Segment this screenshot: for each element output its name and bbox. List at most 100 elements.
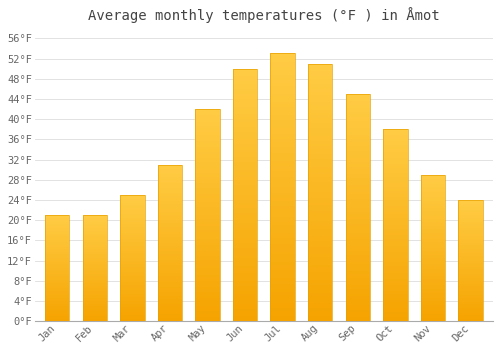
Bar — [45, 219, 70, 220]
Bar — [82, 280, 107, 281]
Bar — [45, 215, 70, 216]
Bar — [420, 198, 445, 200]
Bar — [120, 300, 144, 301]
Bar — [270, 120, 295, 123]
Bar — [308, 131, 332, 133]
Bar — [158, 230, 182, 232]
Bar — [458, 271, 482, 272]
Bar — [196, 147, 220, 149]
Bar — [120, 290, 144, 291]
Bar — [383, 254, 407, 256]
Bar — [270, 190, 295, 193]
Bar — [45, 292, 70, 293]
Bar — [420, 235, 445, 236]
Bar — [45, 294, 70, 295]
Bar — [420, 276, 445, 277]
Bar — [383, 231, 407, 233]
Bar — [383, 139, 407, 141]
Bar — [45, 216, 70, 217]
Bar — [196, 253, 220, 256]
Bar — [383, 166, 407, 168]
Bar — [196, 251, 220, 253]
Bar — [120, 200, 144, 201]
Bar — [233, 84, 258, 86]
Bar — [346, 112, 370, 114]
Bar — [383, 287, 407, 289]
Bar — [270, 310, 295, 313]
Bar — [120, 315, 144, 316]
Bar — [383, 174, 407, 175]
Bar — [270, 233, 295, 236]
Bar — [458, 274, 482, 275]
Bar — [383, 225, 407, 227]
Bar — [45, 228, 70, 229]
Bar — [158, 202, 182, 204]
Bar — [458, 314, 482, 315]
Bar — [120, 296, 144, 297]
Bar — [270, 163, 295, 166]
Bar — [233, 306, 258, 309]
Bar — [346, 176, 370, 178]
Bar — [270, 303, 295, 305]
Bar — [270, 126, 295, 128]
Bar — [270, 244, 295, 246]
Bar — [120, 270, 144, 271]
Bar — [233, 223, 258, 225]
Bar — [346, 139, 370, 142]
Bar — [383, 129, 407, 131]
Bar — [45, 258, 70, 259]
Bar — [82, 295, 107, 296]
Bar — [383, 218, 407, 219]
Bar — [420, 216, 445, 217]
Bar — [120, 301, 144, 302]
Bar — [458, 237, 482, 238]
Bar — [270, 72, 295, 75]
Bar — [120, 306, 144, 307]
Bar — [120, 285, 144, 286]
Bar — [45, 308, 70, 309]
Bar — [458, 297, 482, 298]
Bar — [196, 315, 220, 317]
Bar — [308, 249, 332, 252]
Bar — [233, 248, 258, 251]
Bar — [233, 147, 258, 149]
Bar — [458, 264, 482, 266]
Bar — [45, 293, 70, 294]
Bar — [82, 276, 107, 277]
Bar — [383, 177, 407, 179]
Bar — [196, 285, 220, 287]
Bar — [346, 296, 370, 299]
Bar — [346, 196, 370, 198]
Bar — [158, 249, 182, 251]
Bar — [270, 249, 295, 252]
Bar — [346, 162, 370, 164]
Bar — [308, 265, 332, 267]
Bar — [196, 239, 220, 241]
Bar — [196, 168, 220, 171]
Bar — [458, 239, 482, 240]
Bar — [270, 295, 295, 297]
Bar — [196, 124, 220, 126]
Bar — [45, 257, 70, 258]
Bar — [120, 214, 144, 215]
Bar — [45, 223, 70, 224]
Bar — [270, 260, 295, 262]
Bar — [82, 283, 107, 284]
Bar — [158, 190, 182, 191]
Bar — [158, 295, 182, 296]
Bar — [196, 186, 220, 188]
Bar — [270, 158, 295, 161]
Bar — [420, 298, 445, 299]
Bar — [270, 139, 295, 142]
Bar — [120, 317, 144, 319]
Bar — [82, 315, 107, 316]
Bar — [308, 308, 332, 311]
Bar — [233, 79, 258, 81]
Bar — [458, 255, 482, 256]
Bar — [233, 210, 258, 213]
Bar — [120, 271, 144, 272]
Bar — [420, 245, 445, 247]
Bar — [158, 256, 182, 257]
Bar — [458, 215, 482, 216]
Bar — [158, 309, 182, 310]
